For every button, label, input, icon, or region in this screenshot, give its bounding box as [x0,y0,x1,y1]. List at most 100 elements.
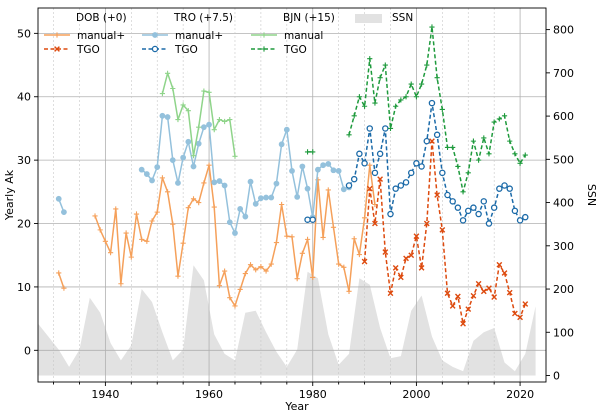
tro-manual-point-1962 [216,178,223,184]
tro-tgo-point-1989 [356,150,363,158]
series-layer [55,24,529,327]
dob-manual-point-1940 [102,238,108,244]
tro-tgo-point-1994 [382,125,389,132]
bjn-manual-point-1964 [227,116,233,123]
dob-manual-point-1986 [341,264,347,270]
dob-tgo-point-2021 [522,301,529,307]
tro-manual-point-1979 [304,185,311,192]
dob-manual-point-1969 [253,267,259,273]
dob-tgo-point-2012 [475,280,482,287]
bjn-tgo-point-2000 [413,94,420,100]
series-tro-manual [55,112,352,236]
dob-tgo-point-2009 [460,320,466,327]
tro-tgo-point-1997 [397,182,405,189]
tro-tgo-point-2007 [449,198,456,205]
dob-manual-point-1965 [232,303,238,309]
dob-manual-point-1941 [107,250,114,256]
tro-manual-point-1972 [268,194,275,201]
dob-manual-point-1987 [346,288,352,294]
legend-label-tro-tgo: TGO [174,44,198,56]
bjn-manual-point-1956 [185,108,191,114]
dob-manual-point-1938 [92,213,98,219]
bjn-tgo-point-1999 [408,81,414,87]
tro-manual-point-1949 [149,177,155,184]
bjn-tgo-point-2012 [476,157,482,163]
tro-manual-point-1950 [154,164,161,171]
dob-tgo-point-2013 [480,288,487,295]
tro-manual-point-1964 [226,219,233,226]
y2-tick-label-200: 200 [553,283,574,296]
tro-manual-point-1970 [257,195,264,202]
x-tick-label-1960: 1960 [195,388,223,401]
tro-manual-point-1978 [299,163,306,170]
legend-item-bjn-manual: manual [251,30,323,42]
x-tick-label-1940: 1940 [91,388,119,401]
x-tick-label-1980: 1980 [299,388,327,401]
tro-tgo-point-2004 [433,131,441,139]
tro-manual-point-1975 [283,126,290,133]
legend-item-tro-manual: manual+ [142,30,223,42]
bjn-manual-point-1959 [201,88,207,94]
tro-manual-point-1965 [232,230,238,236]
tro-tgo-point-1990 [361,160,368,167]
dob-tgo-point-2008 [454,293,461,300]
series-bjn-tgo [304,24,528,195]
tro-tgo-point-2018 [506,185,513,192]
dob-manual-point-1963 [222,268,228,274]
bjn-tgo-point-1993 [377,75,383,81]
dob-tgo-point-1992 [372,220,378,227]
bjn-tgo-point-1979 [304,149,311,155]
bjn-tgo-point-1994 [382,62,388,68]
tro-tgo-point-2008 [454,204,462,211]
tro-tgo-point-2003 [428,99,436,107]
tro-manual-point-1956 [185,138,192,145]
bjn-tgo-point-2006 [444,144,451,151]
bjn-tgo-point-2014 [486,151,492,157]
dob-tgo-point-2000 [413,233,420,240]
dob-tgo-line [363,140,526,325]
tro-manual-point-1983 [325,161,332,167]
dob-tgo-point-2010 [465,306,472,312]
dob-manual-point-1980 [310,274,316,281]
tro-manual-point-1961 [211,179,218,186]
tro-tgo-point-2017 [501,182,508,189]
dob-manual-point-1961 [211,204,217,210]
dob-tgo-point-2003 [429,138,435,145]
bjn-manual-point-1955 [180,102,186,108]
dob-manual-point-1956 [185,205,191,211]
bjn-tgo-point-2015 [491,119,497,125]
bjn-manual-point-1961 [211,127,217,133]
dob-tgo-point-1991 [366,185,373,192]
tro-tgo-point-2016 [496,185,503,192]
dob-manual-point-1946 [133,211,140,217]
tro-manual-point-1932 [61,209,67,216]
y-tick-label-40: 40 [17,91,31,104]
y2-tick-label-500: 500 [553,153,574,166]
tro-manual-point-1952 [164,114,171,120]
tro-tgo-point-2009 [459,217,467,224]
series-dob-manual [56,162,378,309]
tro-tgo-point-2010 [464,207,472,215]
legend-label-ssn: SSN [392,12,413,24]
dob-manual-point-1948 [144,238,150,244]
plot-frame [37,7,547,383]
series-tro-tgo [304,99,529,227]
series-bjn-manual [159,70,238,159]
dob-manual-point-1968 [247,262,254,268]
bjn-tgo-point-2005 [439,106,445,113]
tro-tgo-point-2002 [423,137,431,145]
bjn-manual-point-1963 [222,118,228,125]
tro-manual-point-1971 [263,194,269,201]
grid-layer [38,8,546,382]
tro-tgo-point-1998 [402,179,410,186]
bjn-tgo-point-2003 [429,24,435,30]
tro-manual-point-1985 [335,168,342,174]
tro-manual-point-1957 [190,163,197,170]
dob-manual-point-1955 [180,240,186,246]
tro-tgo-point-2001 [418,163,425,170]
dob-tgo-point-2016 [496,261,503,268]
dob-tgo-point-1993 [377,176,384,183]
dob-manual-point-1977 [294,276,300,282]
tro-manual-point-1953 [169,157,176,164]
axes-layer: 0102030405001002003004005006007008001940… [17,24,574,401]
